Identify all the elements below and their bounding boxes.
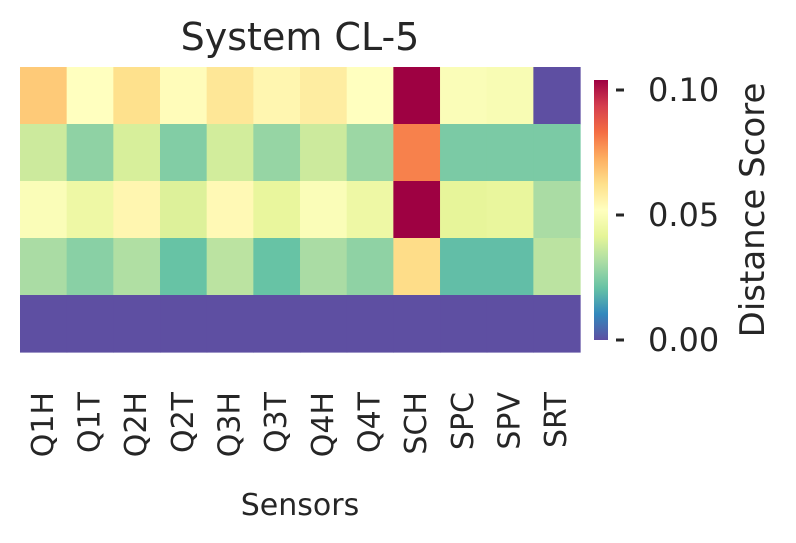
- heatmap-cell: [253, 124, 301, 182]
- heatmap-cell: [206, 67, 254, 125]
- x-tick-label: SPV: [493, 392, 528, 450]
- heatmap-cell: [300, 295, 348, 353]
- heatmap-cell: [486, 124, 534, 182]
- heatmap-cell: [160, 124, 208, 182]
- heatmap-cell: [160, 67, 208, 125]
- heatmap-cell: [486, 181, 534, 239]
- heatmap-cell: [253, 295, 301, 353]
- colorbar-tick-label: 0.10: [648, 71, 719, 109]
- heatmap-cell: [113, 124, 161, 182]
- heatmap-cell: [113, 67, 161, 125]
- heatmap-cell: [206, 295, 254, 353]
- heatmap-cell: [113, 295, 161, 353]
- heatmap-cell: [346, 67, 394, 125]
- x-tick-label: Q3T: [259, 391, 294, 453]
- heatmap-cell: [206, 124, 254, 182]
- heatmap-cell: [66, 295, 114, 353]
- heatmap-cell: [20, 67, 68, 125]
- heatmap-cell: [346, 181, 394, 239]
- x-tick-label: Q2H: [119, 392, 154, 457]
- colorbar-ticks: 0.00 0.05 0.10: [616, 71, 719, 359]
- heatmap-cell: [393, 67, 441, 125]
- heatmap-cell: [393, 238, 441, 296]
- heatmap-cell: [346, 124, 394, 182]
- x-tick-label: Q3H: [213, 392, 248, 457]
- colorbar-tick-label: 0.05: [648, 196, 719, 234]
- heatmap-cell: [20, 181, 68, 239]
- x-tick-labels: Q1H Q1T Q2H Q2T Q3H Q3T Q4H Q4T SCH SPC SPV SRT: [26, 391, 574, 457]
- heatmap-cell: [486, 295, 534, 353]
- heatmap-cell: [533, 124, 581, 182]
- heatmap-cell: [253, 181, 301, 239]
- colorbar-tick-label: 0.00: [648, 321, 719, 359]
- heatmap-cell: [253, 67, 301, 125]
- heatmap-cell: [66, 124, 114, 182]
- heatmap-cell: [206, 181, 254, 239]
- heatmap-cell: [440, 238, 488, 296]
- heatmap-cell: [533, 67, 581, 125]
- heatmap-cell: [440, 124, 488, 182]
- chart-title: System CL-5: [181, 15, 420, 59]
- x-tick-label: Q4T: [353, 391, 388, 453]
- heatmap-cell: [160, 181, 208, 239]
- colorbar-label: Distance Score: [733, 83, 773, 338]
- heatmap-cell: [113, 238, 161, 296]
- heatmap-cell: [160, 238, 208, 296]
- heatmap-cell: [253, 238, 301, 296]
- heatmap-cell: [440, 67, 488, 125]
- heatmap-cell: [66, 67, 114, 125]
- heatmap-cell: [20, 295, 68, 353]
- heatmap-cell: [66, 238, 114, 296]
- heatmap-cell: [346, 238, 394, 296]
- heatmap-cell: [206, 238, 254, 296]
- heatmap-cell: [66, 181, 114, 239]
- x-tick-label: SRT: [539, 391, 574, 448]
- heatmap-cell: [533, 238, 581, 296]
- heatmap-cell: [393, 295, 441, 353]
- heatmap-cell: [113, 181, 161, 239]
- heatmap-cell: [533, 181, 581, 239]
- heatmap-cell: [20, 238, 68, 296]
- x-tick-label: SPC: [446, 392, 481, 450]
- heatmap-cell: [486, 67, 534, 125]
- heatmap-cell: [533, 295, 581, 353]
- heatmap-cell: [346, 295, 394, 353]
- heatmap-cell: [20, 124, 68, 182]
- heatmap-cell: [160, 295, 208, 353]
- heatmap-cell: [393, 181, 441, 239]
- heatmap-cell: [300, 67, 348, 125]
- x-axis-label: Sensors: [241, 488, 359, 523]
- heatmap-cell: [440, 181, 488, 239]
- x-tick-label: Q4H: [306, 392, 341, 457]
- heatmap-cell: [300, 238, 348, 296]
- colorbar: [594, 80, 608, 340]
- x-tick-label: Q2T: [166, 391, 201, 453]
- heatmap-cells: [20, 67, 581, 353]
- heatmap-cell: [486, 238, 534, 296]
- heatmap-cell: [300, 181, 348, 239]
- heatmap-cell: [393, 124, 441, 182]
- heatmap-cell: [300, 124, 348, 182]
- heatmap-cell: [440, 295, 488, 353]
- x-tick-label: SCH: [399, 392, 434, 455]
- x-tick-label: Q1T: [73, 391, 108, 453]
- x-tick-label: Q1H: [26, 392, 61, 457]
